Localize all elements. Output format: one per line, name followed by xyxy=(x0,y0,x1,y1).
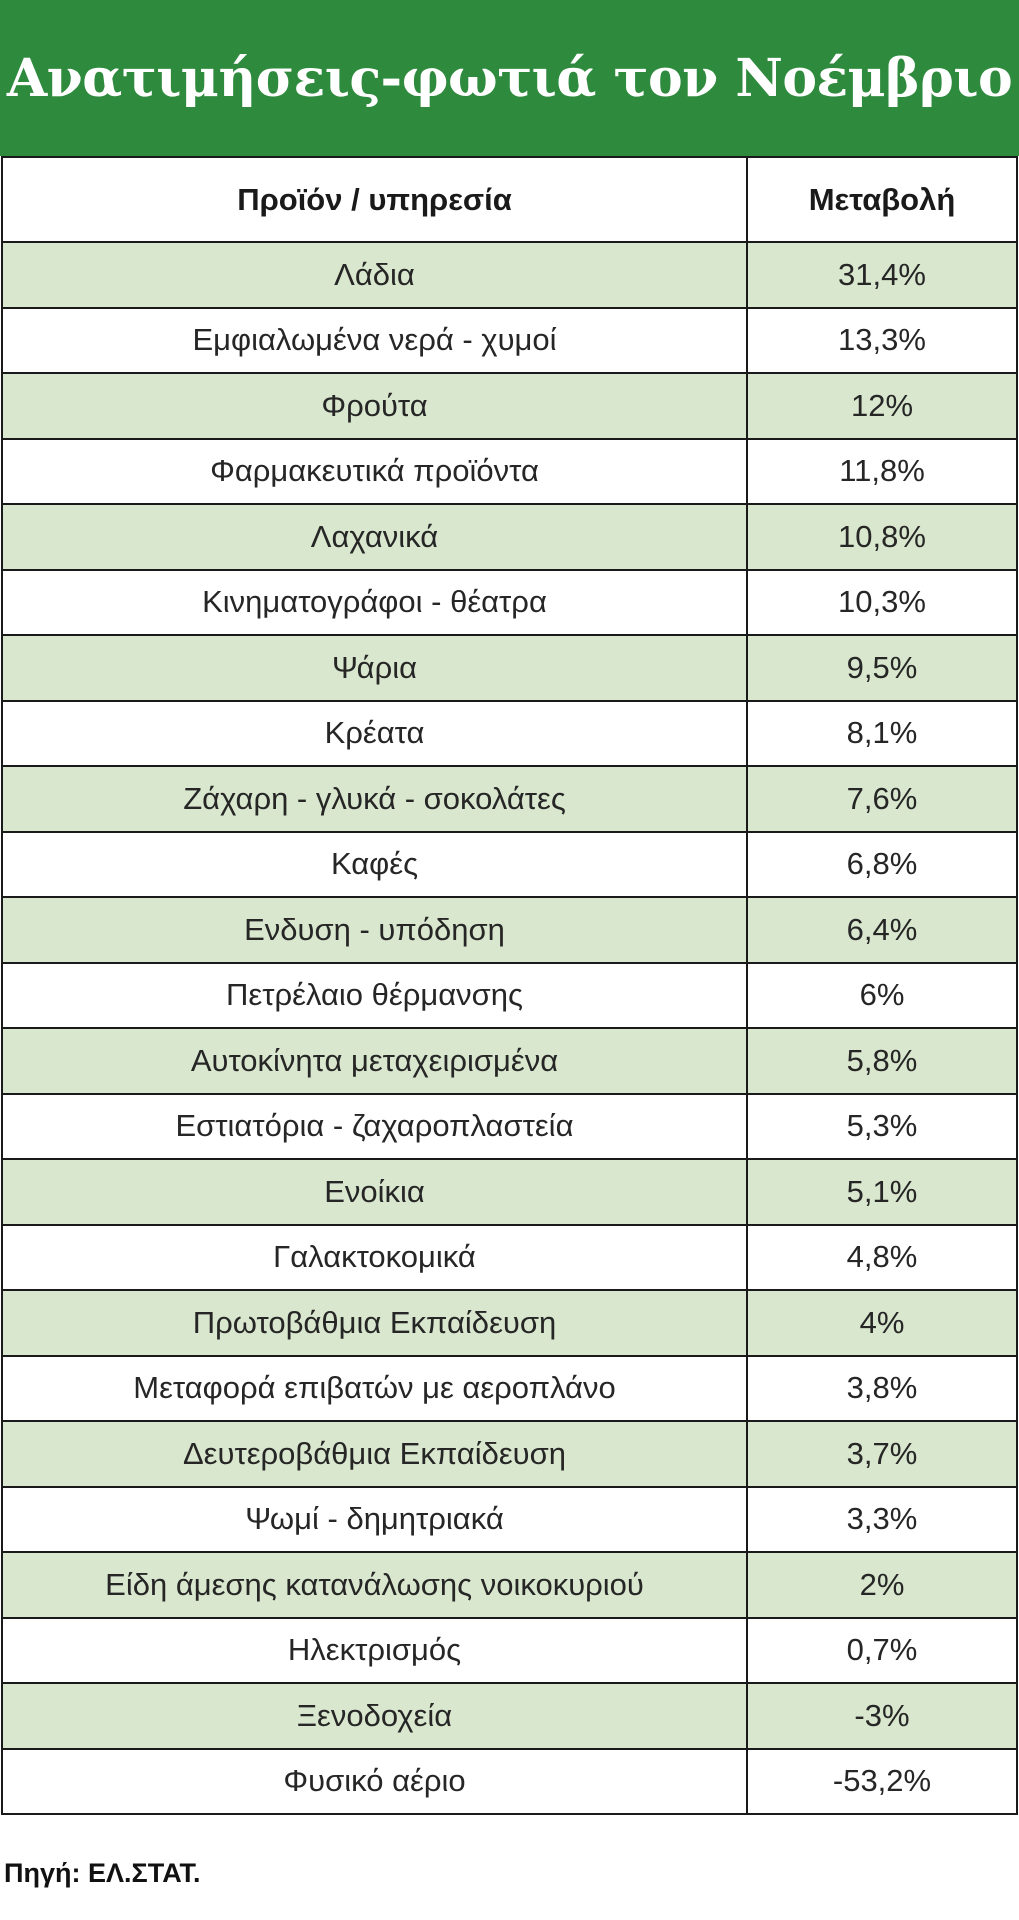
table-row: Ηλεκτρισμός 0,7% xyxy=(1,1616,1018,1684)
product-cell: Εμφιαλωμένα νερά - χυμοί xyxy=(1,306,748,374)
table-body: Λάδια 31,4% Εμφιαλωμένα νερά - χυμοί 13,3% Φ… xyxy=(1,241,1018,1815)
table-row: Εστιατόρια - ζαχαροπλαστεία 5,3% xyxy=(1,1092,1018,1160)
change-cell: 2% xyxy=(746,1551,1018,1619)
table-row: Αυτοκίνητα μεταχειρισμένα 5,8% xyxy=(1,1027,1018,1095)
table-row: Είδη άμεσης κατανάλωσης νοικοκυριού 2% xyxy=(1,1551,1018,1619)
table-row: Ενοίκια 5,1% xyxy=(1,1158,1018,1226)
product-cell: Γαλακτοκομικά xyxy=(1,1223,748,1291)
product-cell: Φρούτα xyxy=(1,372,748,440)
product-cell: Καφές xyxy=(1,830,748,898)
product-cell: Ψωμί - δημητριακά xyxy=(1,1485,748,1553)
table-row: Φρούτα 12% xyxy=(1,372,1018,440)
change-cell: 7,6% xyxy=(746,765,1018,833)
change-cell: 4,8% xyxy=(746,1223,1018,1291)
table-row: Λάδια 31,4% xyxy=(1,241,1018,309)
product-cell: Εστιατόρια - ζαχαροπλαστεία xyxy=(1,1092,748,1160)
product-cell: Δευτεροβάθμια Εκπαίδευση xyxy=(1,1420,748,1488)
table-row: Ζάχαρη - γλυκά - σοκολάτες 7,6% xyxy=(1,765,1018,833)
change-cell: 6,8% xyxy=(746,830,1018,898)
product-cell: Είδη άμεσης κατανάλωσης νοικοκυριού xyxy=(1,1551,748,1619)
change-cell: 10,8% xyxy=(746,503,1018,571)
table-row: Πετρέλαιο θέρμανσης 6% xyxy=(1,961,1018,1029)
price-change-table-container: Προϊόν / υπηρεσία Μεταβολή Λάδια 31,4% Εμφ… xyxy=(1,156,1018,1815)
table-row: Ψάρια 9,5% xyxy=(1,634,1018,702)
change-cell: -53,2% xyxy=(746,1747,1018,1815)
change-cell: 5,8% xyxy=(746,1027,1018,1095)
change-cell: 11,8% xyxy=(746,437,1018,505)
change-cell: 6,4% xyxy=(746,896,1018,964)
table-row: Καφές 6,8% xyxy=(1,830,1018,898)
product-cell: Αυτοκίνητα μεταχειρισμένα xyxy=(1,1027,748,1095)
table-row: Ξενοδοχεία -3% xyxy=(1,1682,1018,1750)
product-cell: Ξενοδοχεία xyxy=(1,1682,748,1750)
product-cell: Λαχανικά xyxy=(1,503,748,571)
change-cell: 6% xyxy=(746,961,1018,1029)
table-row: Μεταφορά επιβατών με αεροπλάνο 3,8% xyxy=(1,1354,1018,1422)
table-row: Εμφιαλωμένα νερά - χυμοί 13,3% xyxy=(1,306,1018,374)
table-row: Φαρμακευτικά προϊόντα 11,8% xyxy=(1,437,1018,505)
change-cell: 31,4% xyxy=(746,241,1018,309)
product-cell: Φαρμακευτικά προϊόντα xyxy=(1,437,748,505)
source-note: Πηγή: ΕΛ.ΣΤΑΤ. xyxy=(4,1858,201,1888)
product-cell: Ενοίκια xyxy=(1,1158,748,1226)
table-row: Κρέατα 8,1% xyxy=(1,699,1018,767)
product-cell: Λάδια xyxy=(1,241,748,309)
product-cell: Μεταφορά επιβατών με αεροπλάνο xyxy=(1,1354,748,1422)
price-change-table: Προϊόν / υπηρεσία Μεταβολή Λάδια 31,4% Εμφ… xyxy=(1,156,1018,1815)
change-cell: 4% xyxy=(746,1289,1018,1357)
change-cell: 3,3% xyxy=(746,1485,1018,1553)
table-row: Λαχανικά 10,8% xyxy=(1,503,1018,571)
product-cell: Ψάρια xyxy=(1,634,748,702)
product-cell: Πρωτοβάθμια Εκπαίδευση xyxy=(1,1289,748,1357)
change-cell: 3,7% xyxy=(746,1420,1018,1488)
change-cell: 0,7% xyxy=(746,1616,1018,1684)
table-row: Κινηματογράφοι - θέατρα 10,3% xyxy=(1,568,1018,636)
column-header-change: Μεταβολή xyxy=(746,156,1018,243)
change-cell: 8,1% xyxy=(746,699,1018,767)
change-cell: 5,1% xyxy=(746,1158,1018,1226)
column-header-product: Προϊόν / υπηρεσία xyxy=(1,156,748,243)
product-cell: Κρέατα xyxy=(1,699,748,767)
product-cell: Πετρέλαιο θέρμανσης xyxy=(1,961,748,1029)
change-cell: 12% xyxy=(746,372,1018,440)
product-cell: Ηλεκτρισμός xyxy=(1,1616,748,1684)
table-header-row: Προϊόν / υπηρεσία Μεταβολή xyxy=(1,156,1018,243)
table-row: Ψωμί - δημητριακά 3,3% xyxy=(1,1485,1018,1553)
product-cell: Ζάχαρη - γλυκά - σοκολάτες xyxy=(1,765,748,833)
table-row: Φυσικό αέριο -53,2% xyxy=(1,1747,1018,1815)
change-cell: 10,3% xyxy=(746,568,1018,636)
product-cell: Κινηματογράφοι - θέατρα xyxy=(1,568,748,636)
change-cell: -3% xyxy=(746,1682,1018,1750)
table-row: Πρωτοβάθμια Εκπαίδευση 4% xyxy=(1,1289,1018,1357)
table-row: Ενδυση - υπόδηση 6,4% xyxy=(1,896,1018,964)
change-cell: 3,8% xyxy=(746,1354,1018,1422)
table-row: Γαλακτοκομικά 4,8% xyxy=(1,1223,1018,1291)
product-cell: Ενδυση - υπόδηση xyxy=(1,896,748,964)
change-cell: 5,3% xyxy=(746,1092,1018,1160)
title-banner: Ανατιμήσεις-φωτιά τον Νοέμβριο xyxy=(0,0,1019,156)
product-cell: Φυσικό αέριο xyxy=(1,1747,748,1815)
change-cell: 13,3% xyxy=(746,306,1018,374)
page-title: Ανατιμήσεις-φωτιά τον Νοέμβριο xyxy=(6,47,1013,109)
change-cell: 9,5% xyxy=(746,634,1018,702)
table-row: Δευτεροβάθμια Εκπαίδευση 3,7% xyxy=(1,1420,1018,1488)
